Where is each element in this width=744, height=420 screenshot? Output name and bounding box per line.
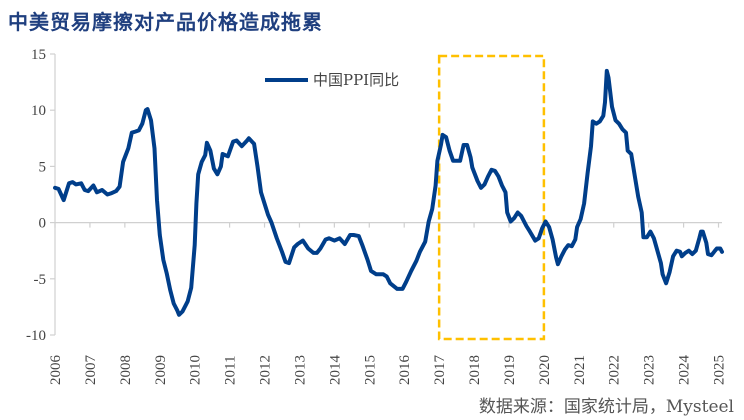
x-tick-label: 2022: [607, 355, 623, 385]
x-tick-label: 2023: [642, 355, 658, 385]
x-tick-label: 2021: [572, 355, 588, 385]
x-tick-label: 2013: [292, 355, 308, 385]
x-tick-label: 2014: [327, 355, 343, 386]
y-tick-label: 15: [31, 47, 46, 63]
y-tick-label: -10: [26, 328, 46, 344]
x-tick-label: 2015: [362, 355, 378, 385]
x-tick-label: 2007: [83, 355, 99, 386]
series-line-ppi-yoy: [53, 68, 724, 317]
y-tick-label: -5: [34, 272, 47, 288]
trade-war-highlight-box: [437, 54, 546, 341]
x-tick-label: 2009: [153, 355, 169, 385]
data-source-note: 数据来源：国家统计局，Mysteel: [478, 397, 734, 417]
y-tick-label: 10: [31, 103, 46, 119]
x-tick-label: 2010: [188, 355, 204, 385]
x-tick-label: 2019: [502, 355, 518, 385]
x-tick-label: 2012: [258, 355, 274, 385]
x-tick-label: 2008: [118, 355, 134, 385]
chart-title: 中美贸易摩擦对产品价格造成拖累: [8, 10, 323, 34]
y-tick-label: 5: [39, 159, 47, 175]
y-tick-label: 0: [39, 216, 47, 232]
x-tick-label: 2017: [432, 355, 448, 386]
x-tick-label: 2016: [397, 355, 413, 386]
x-tick-label: 2018: [467, 355, 483, 385]
x-tick-label: 2025: [712, 355, 728, 385]
x-tick-label: 2006: [48, 355, 64, 386]
legend-label: 中国PPI同比: [313, 71, 399, 89]
x-tick-label: 2024: [677, 355, 693, 386]
x-tick-label: 2020: [537, 355, 553, 385]
x-tick-label: 2011: [223, 356, 239, 385]
